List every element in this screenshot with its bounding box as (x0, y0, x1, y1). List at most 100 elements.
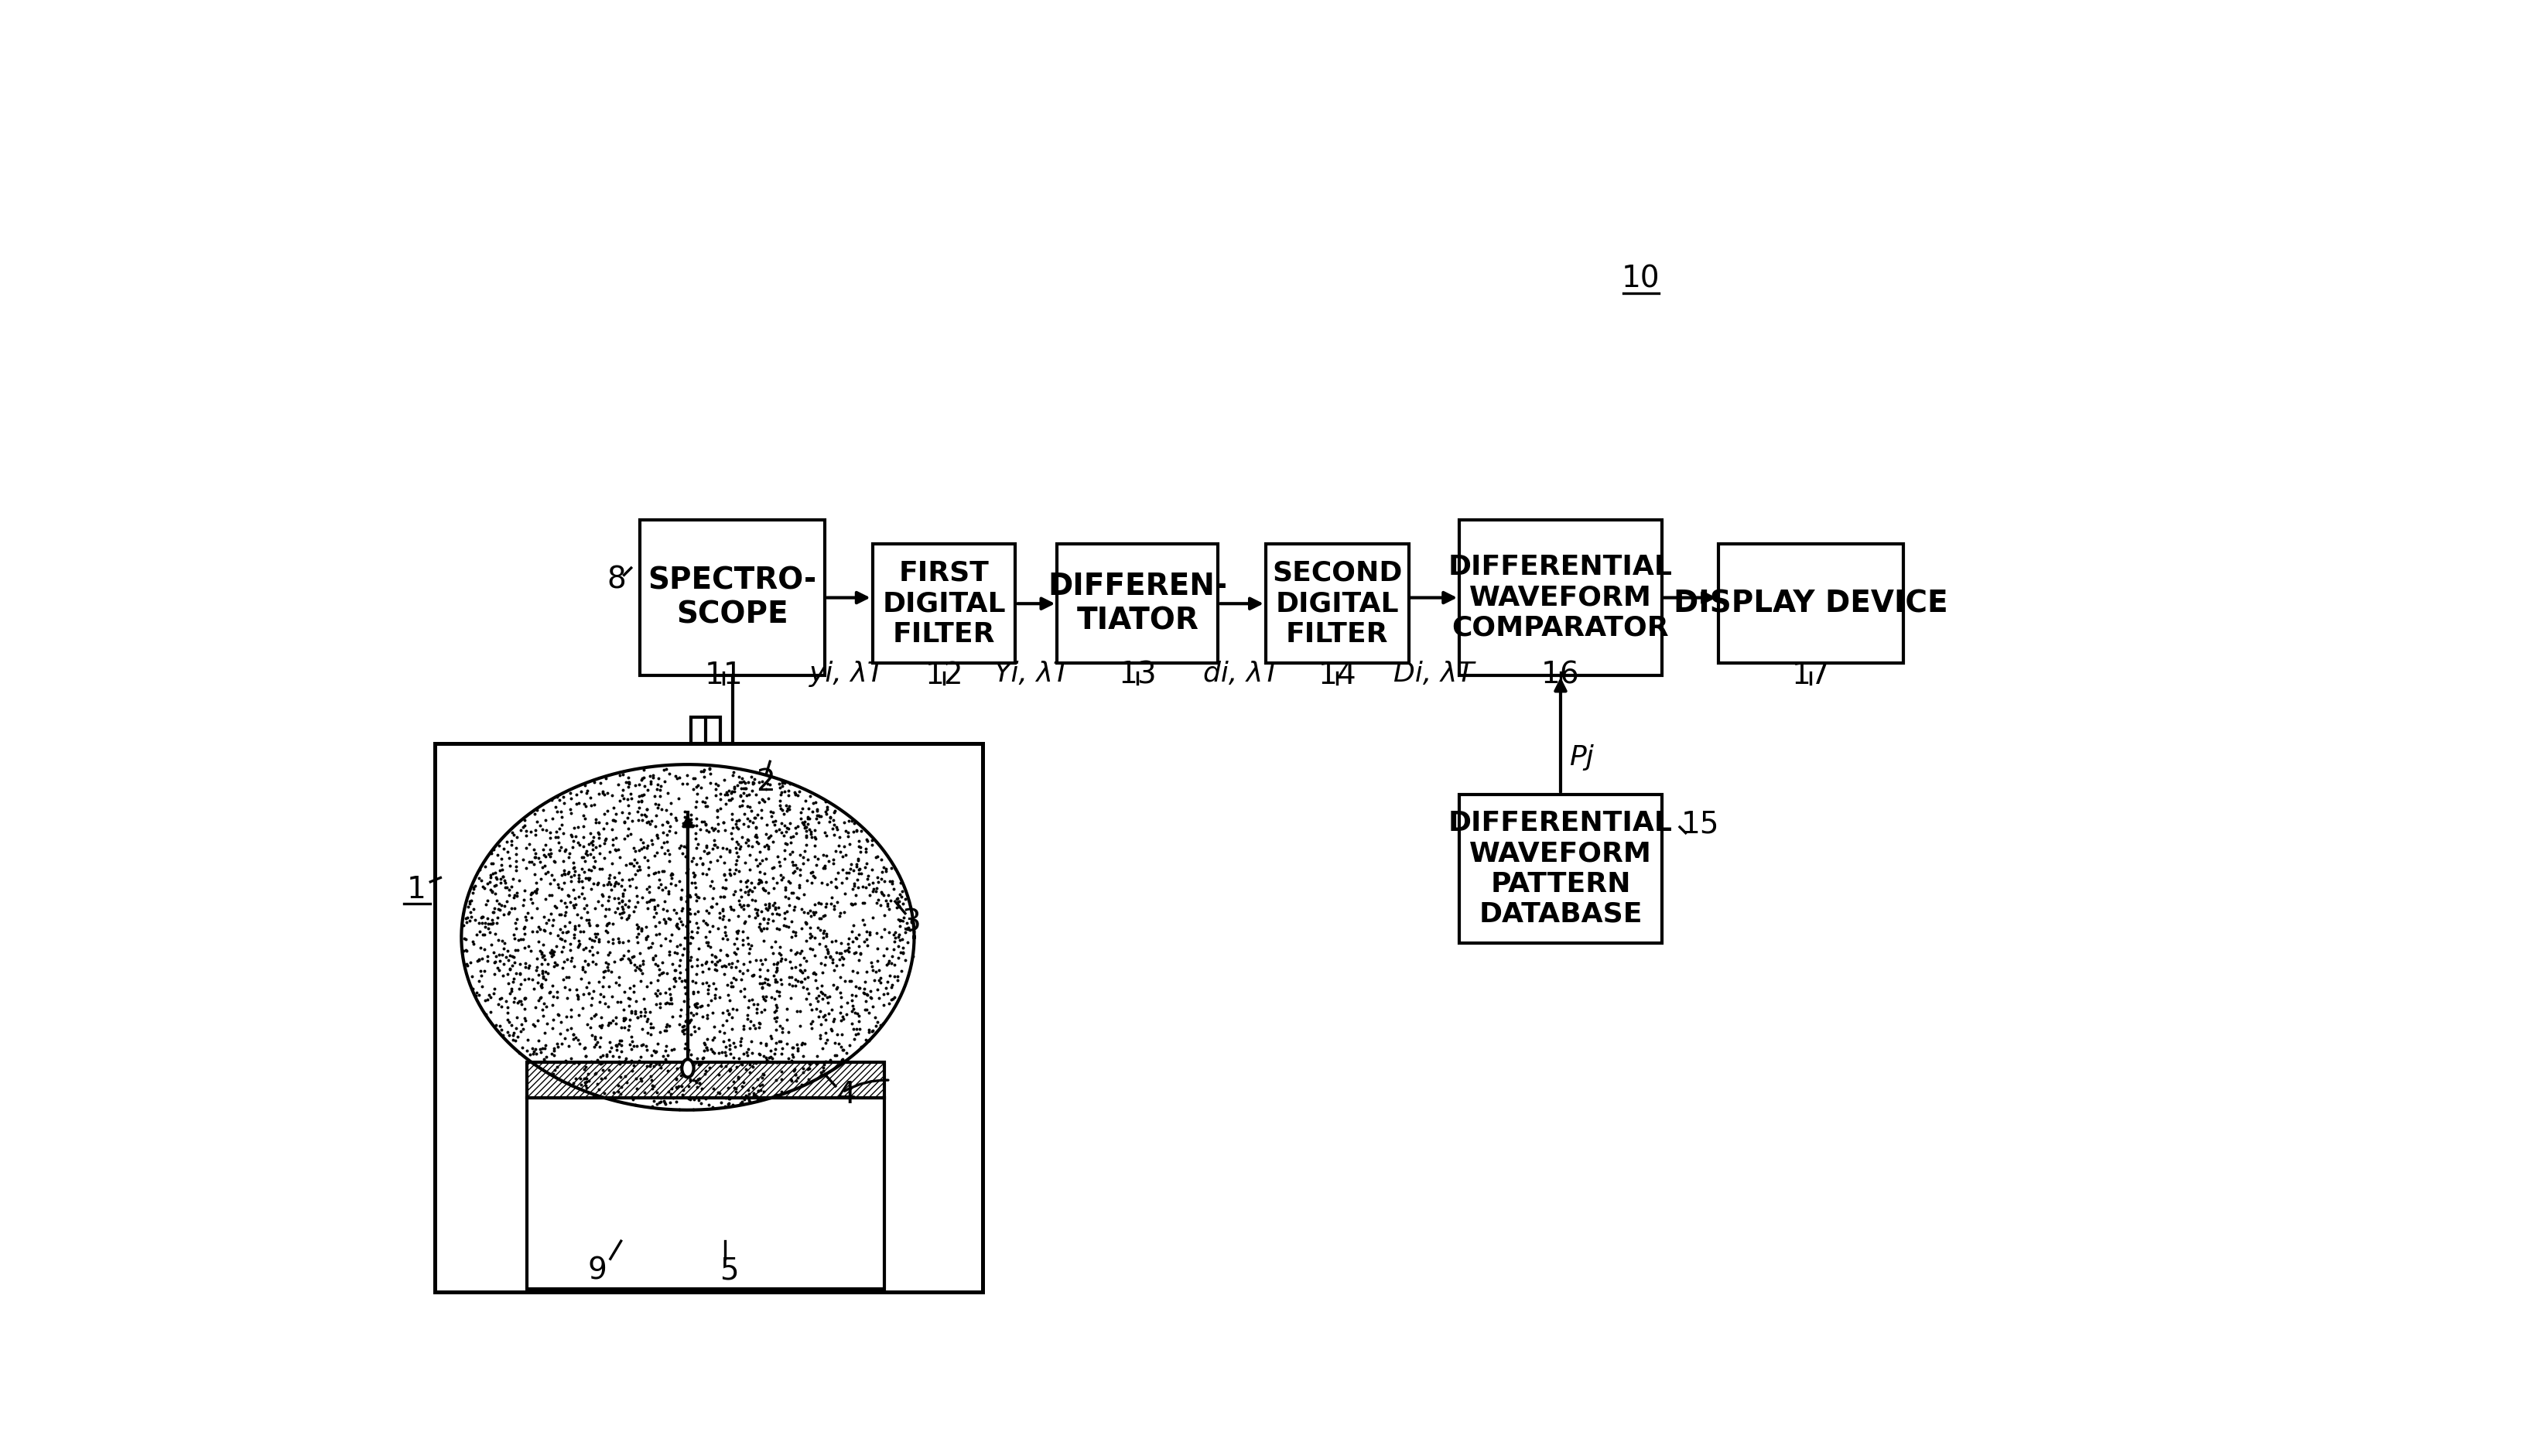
Point (873, 945, 913, 968)
Point (575, 794, 616, 817)
Point (544, 792, 585, 815)
Point (832, 920, 873, 943)
Point (883, 942, 923, 965)
Point (646, 1086, 687, 1109)
Point (659, 906, 700, 929)
Point (761, 868, 801, 891)
Point (862, 856, 903, 879)
Point (618, 891, 659, 914)
Point (784, 946, 824, 970)
Point (695, 1041, 735, 1064)
Point (735, 1051, 776, 1075)
Point (623, 997, 664, 1021)
Point (631, 1024, 672, 1047)
Point (656, 901, 697, 925)
Point (580, 1015, 621, 1038)
Point (633, 895, 674, 919)
Point (832, 960, 873, 983)
Point (473, 901, 514, 925)
Point (672, 1008, 712, 1031)
Point (692, 837, 733, 860)
Point (806, 798, 847, 821)
Point (544, 839, 585, 862)
Point (511, 939, 552, 962)
Point (801, 893, 842, 916)
Point (684, 839, 725, 862)
Point (562, 804, 603, 827)
Point (778, 815, 819, 839)
Point (491, 981, 532, 1005)
Point (669, 932, 710, 955)
Point (781, 801, 822, 824)
Point (555, 863, 595, 887)
Point (562, 834, 603, 858)
Point (715, 849, 756, 872)
Point (817, 954, 857, 977)
Point (522, 1041, 562, 1064)
Point (870, 987, 911, 1010)
Point (794, 826, 834, 849)
Point (633, 1040, 674, 1063)
Point (728, 894, 768, 917)
Point (616, 990, 656, 1013)
Point (860, 894, 901, 917)
Point (865, 936, 906, 960)
Point (791, 820, 832, 843)
Point (868, 952, 908, 976)
Point (656, 942, 697, 965)
Point (600, 903, 641, 926)
Point (542, 903, 583, 926)
Point (689, 957, 730, 980)
Point (855, 879, 895, 903)
Point (631, 1012, 672, 1035)
Point (847, 935, 888, 958)
Point (812, 817, 852, 840)
Point (570, 794, 611, 817)
Point (875, 887, 916, 910)
Point (743, 1063, 784, 1086)
Point (677, 782, 717, 805)
Point (656, 766, 697, 789)
Point (768, 916, 809, 939)
Point (636, 1041, 677, 1064)
Point (527, 860, 567, 884)
Point (611, 1009, 651, 1032)
Point (524, 960, 565, 983)
Point (824, 820, 865, 843)
Point (555, 926, 595, 949)
Point (722, 1070, 763, 1093)
Point (644, 961, 684, 984)
Point (710, 895, 750, 919)
Point (672, 1042, 712, 1066)
Point (534, 943, 575, 967)
Point (519, 847, 560, 871)
Point (860, 987, 901, 1010)
Point (679, 994, 720, 1018)
Point (603, 895, 644, 919)
Point (476, 866, 516, 890)
Point (806, 799, 847, 823)
Point (842, 909, 883, 932)
Point (763, 907, 804, 930)
Point (806, 925, 847, 948)
Point (865, 859, 906, 882)
Point (857, 877, 898, 900)
Point (756, 958, 796, 981)
Point (603, 788, 644, 811)
Point (773, 881, 814, 904)
Point (633, 888, 674, 911)
Point (488, 1024, 529, 1047)
Point (710, 1038, 750, 1061)
Point (786, 833, 827, 856)
Point (674, 993, 715, 1016)
Point (786, 812, 827, 836)
Point (560, 1032, 600, 1056)
Point (786, 815, 827, 839)
Point (613, 1029, 654, 1053)
Point (677, 888, 717, 911)
Point (809, 984, 850, 1008)
Point (822, 952, 862, 976)
Point (784, 846, 824, 869)
Point (707, 952, 748, 976)
Point (567, 868, 608, 891)
